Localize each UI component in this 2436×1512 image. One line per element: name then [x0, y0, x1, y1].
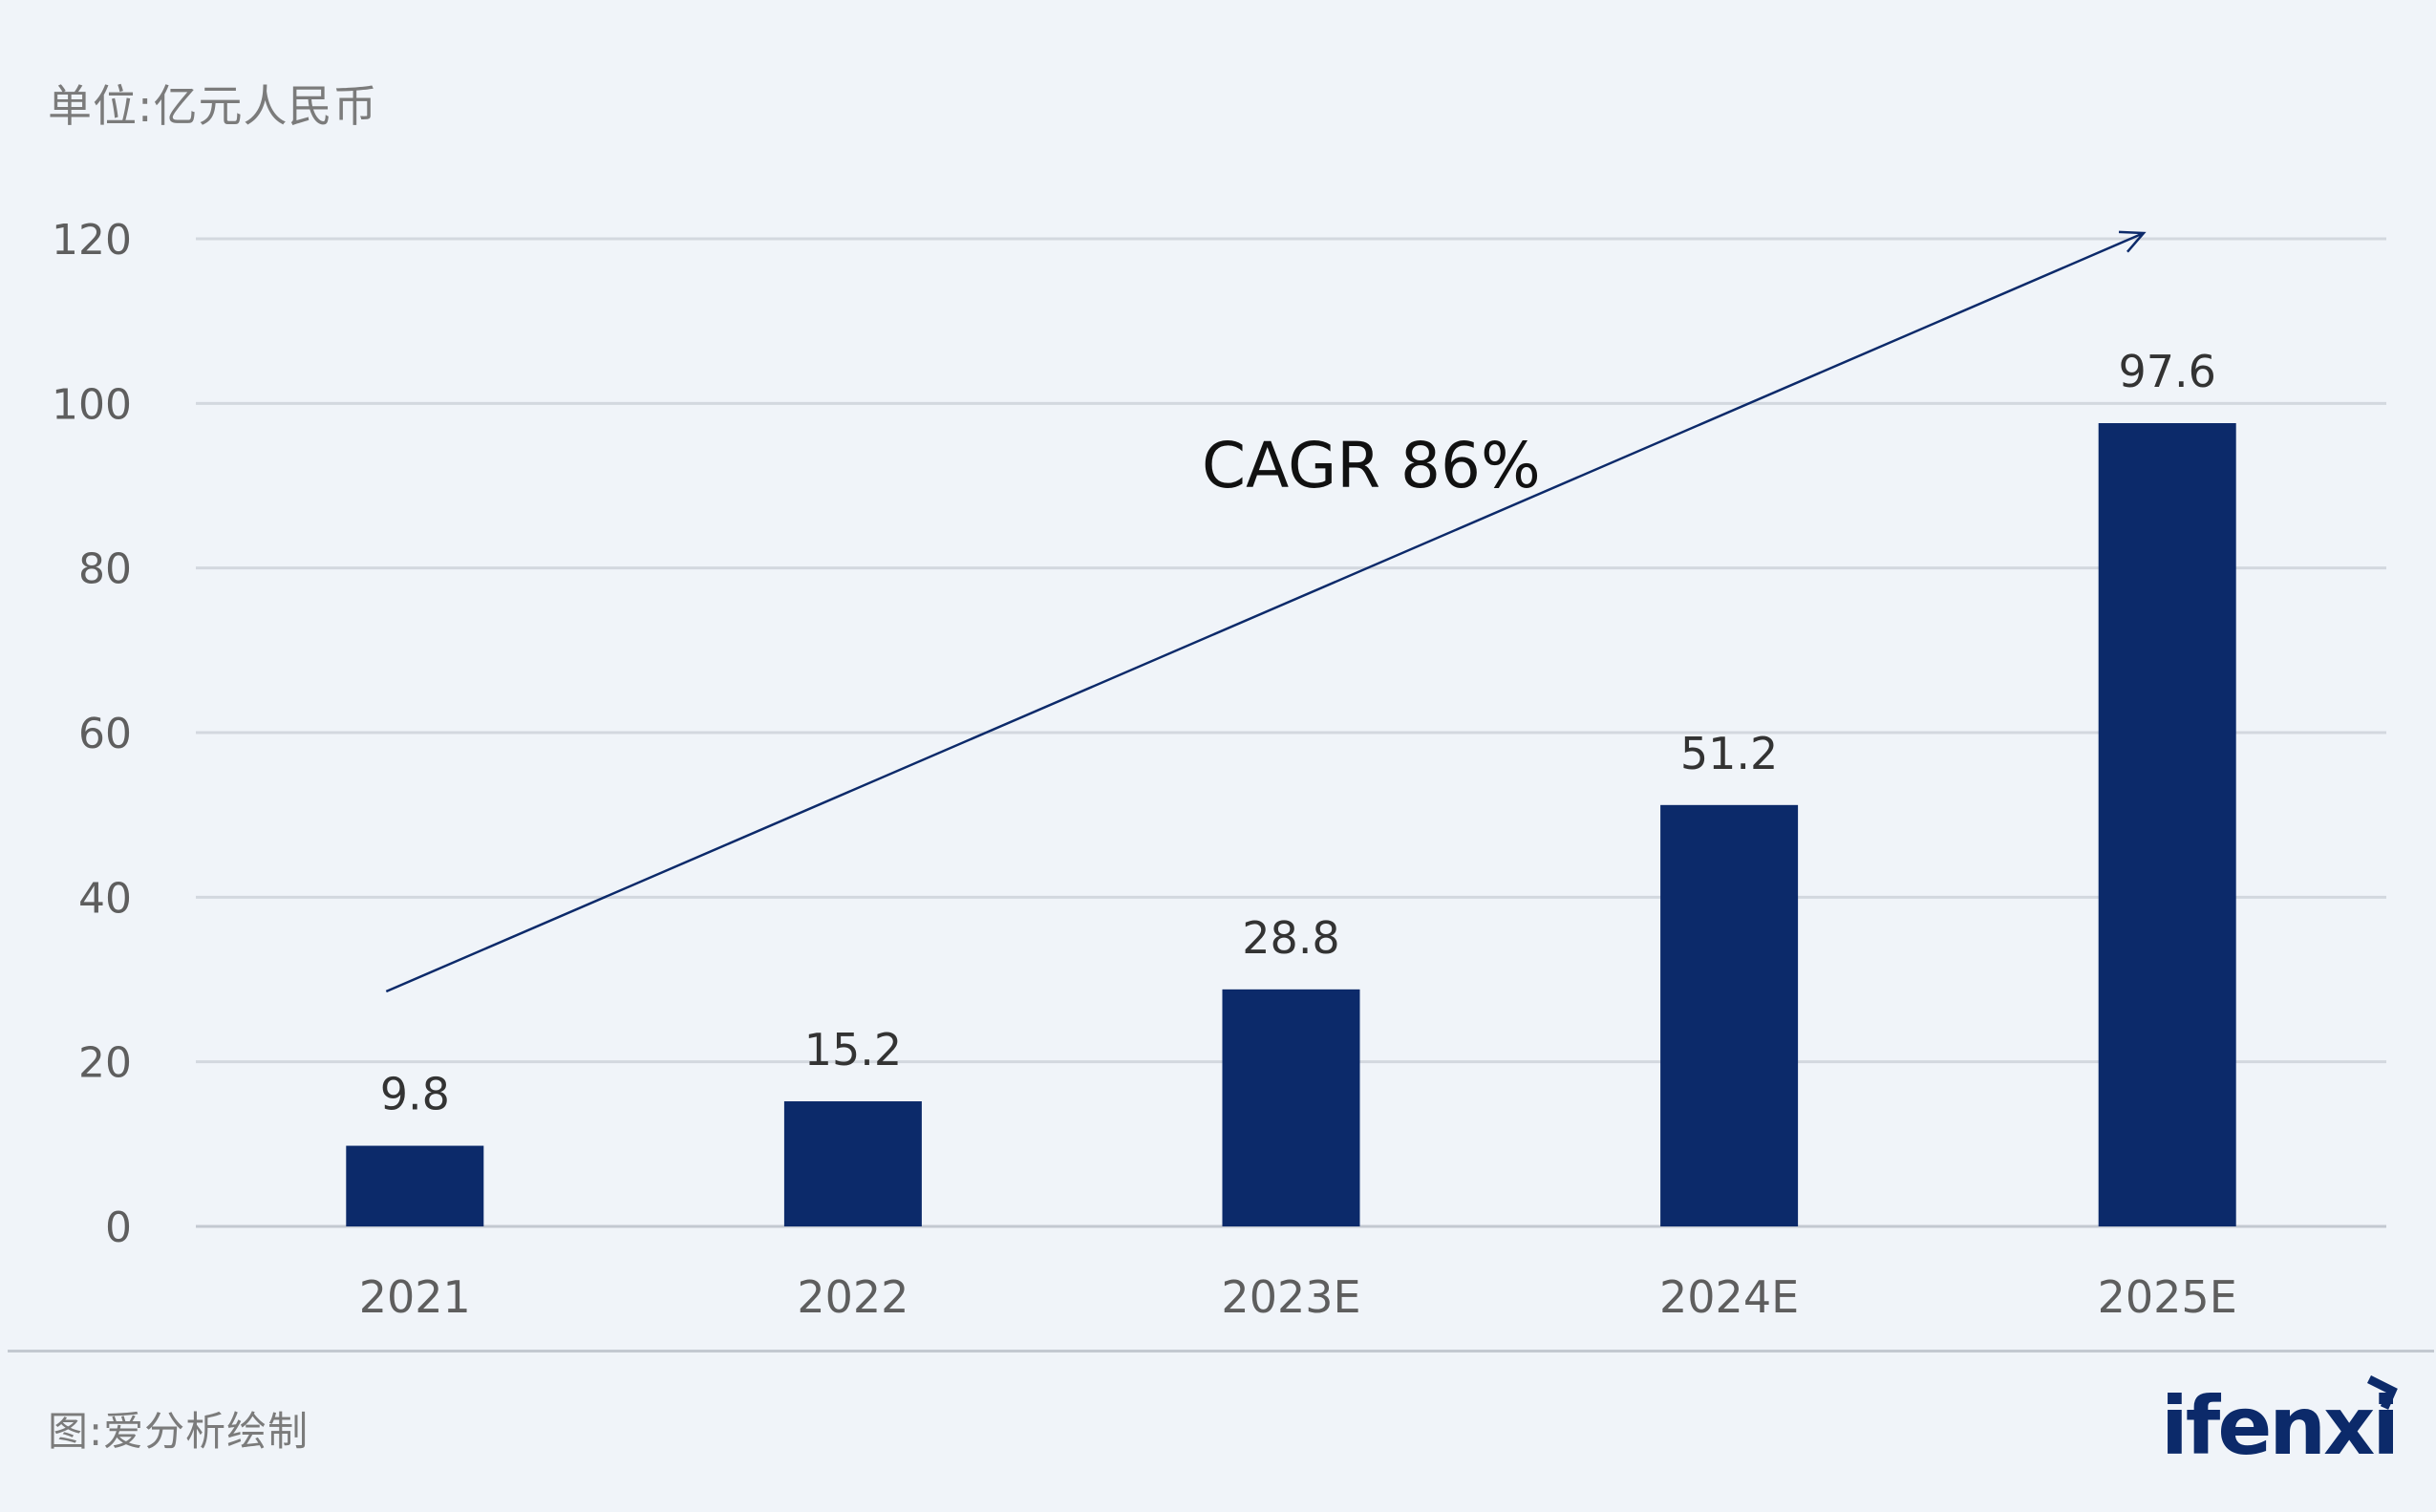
x-tick-label: 2025E	[2098, 1271, 2237, 1323]
bar	[2098, 423, 2236, 1227]
footer-divider	[8, 1350, 2434, 1352]
data-label: 28.8	[1242, 912, 1339, 964]
x-tick-label: 2024E	[1659, 1271, 1799, 1323]
y-tick-label: 120	[52, 216, 132, 265]
brand-arrow-icon	[2366, 1375, 2398, 1410]
y-tick-label: 80	[78, 545, 132, 594]
y-axis-ticks: 0 20 40 60 80 100 120	[52, 216, 132, 1252]
y-tick-label: 100	[52, 380, 132, 429]
brand-name: ifenxi	[2161, 1379, 2400, 1473]
data-label: 51.2	[1680, 728, 1778, 779]
x-axis-ticks: 2021 2022 2023E 2024E 2025E	[359, 1271, 2237, 1323]
gridlines	[196, 237, 2386, 1228]
unit-label: 单位:亿元人民币	[48, 80, 378, 132]
source-label: 图:爱分析绘制	[48, 1408, 310, 1455]
data-label: 97.6	[2118, 346, 2215, 397]
bar	[346, 1145, 484, 1226]
x-tick-label: 2023E	[1221, 1271, 1360, 1323]
y-tick-label: 0	[105, 1203, 132, 1252]
data-labels: 9.8 15.2 28.8 51.2 97.6	[380, 346, 2216, 1120]
bar	[1222, 989, 1360, 1226]
growth-annotation: CAGR 86%	[385, 230, 2147, 993]
brand-logo: ifenxi	[2161, 1375, 2400, 1485]
x-tick-label: 2021	[359, 1271, 471, 1323]
bars	[346, 423, 2236, 1227]
trend-arrow-line	[385, 231, 2145, 993]
y-tick-label: 60	[78, 710, 132, 758]
cagr-annotation: CAGR 86%	[1202, 429, 1541, 502]
y-tick-label: 40	[78, 874, 132, 923]
y-tick-label: 20	[78, 1039, 132, 1088]
bar	[783, 1101, 922, 1226]
data-label: 15.2	[804, 1024, 902, 1075]
x-tick-label: 2022	[797, 1271, 908, 1323]
arrow-head-icon	[2118, 230, 2147, 253]
bar	[1660, 804, 1799, 1226]
data-label: 9.8	[380, 1069, 450, 1120]
